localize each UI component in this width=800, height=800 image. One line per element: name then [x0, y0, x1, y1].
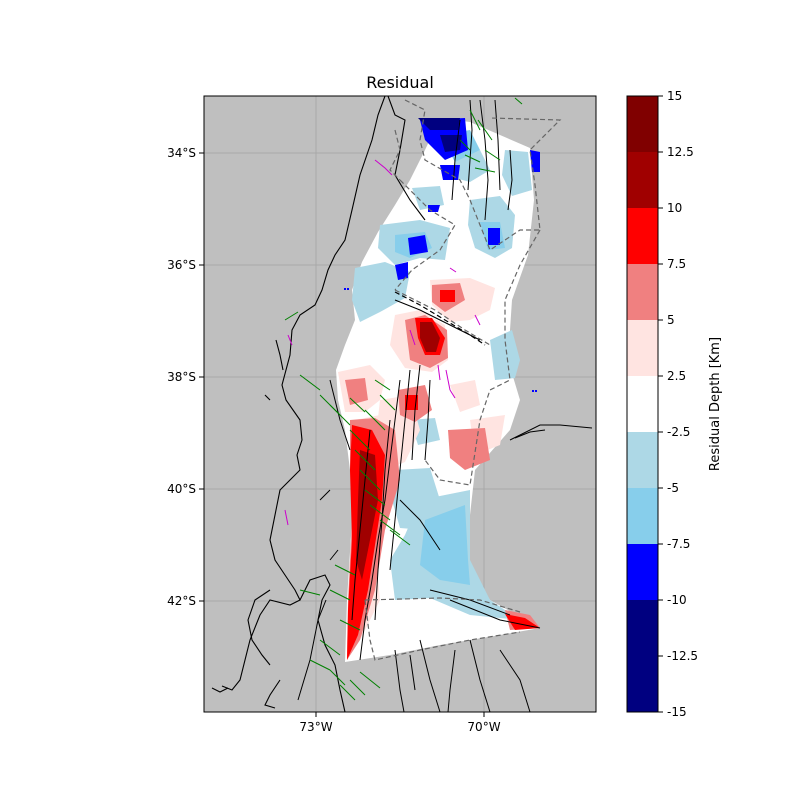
magenta-lines [284, 159, 481, 526]
colorbar-frame [626, 95, 659, 713]
colorbar-band [627, 600, 658, 656]
colorbar-tick-label: 15 [667, 89, 682, 103]
map-frame [203, 95, 597, 713]
faults-green [284, 97, 523, 701]
colorbar-band [627, 152, 658, 208]
colorbar: 15 12.5 10 7.5 5 2.5 -2.5 -5 -7.5 -10 -1… [626, 89, 723, 719]
colorbar-tick-label: -2.5 [667, 425, 690, 439]
y-tick-label: 42°S [167, 594, 196, 608]
faults-black [297, 99, 593, 712]
colorbar-tick-label: -15 [667, 705, 687, 719]
colorbar-tick-label: -10 [667, 593, 687, 607]
colorbar-band [627, 208, 658, 264]
y-axis: 34°S 36°S 38°S 40°S 42°S [167, 146, 204, 608]
colorbar-tick-label: -7.5 [667, 537, 690, 551]
y-tick-label: 40°S [167, 482, 196, 496]
colorbar-band [627, 432, 658, 488]
blue-dots [344, 288, 537, 392]
x-tick-label: 70°W [467, 720, 500, 734]
colorbar-band [627, 656, 658, 712]
map-title: Residual [366, 73, 434, 92]
colorbar-tick-label: 10 [667, 201, 682, 215]
y-tick-label: 36°S [167, 258, 196, 272]
x-axis: 73°W 70°W [299, 712, 501, 734]
y-tick-label: 38°S [167, 370, 196, 384]
colorbar-tick-label: 5 [667, 313, 675, 327]
y-tick-label: 34°S [167, 146, 196, 160]
boundary-dashed-black [394, 291, 486, 346]
colorbar-band [627, 544, 658, 600]
boundaries-dashed [364, 99, 562, 661]
colorbar-tick-label: 7.5 [667, 257, 686, 271]
colorbar-tick-label: -5 [667, 481, 679, 495]
colorbar-band [627, 376, 658, 432]
colorbar-label: Residual Depth [Km] [708, 337, 723, 471]
colorbar-band [627, 320, 658, 376]
colorbar-tick-label: 12.5 [667, 145, 694, 159]
colorbar-tick-label: 2.5 [667, 369, 686, 383]
x-tick-label: 73°W [299, 720, 332, 734]
map-panel [204, 96, 596, 712]
colorbar-tick-label: -12.5 [667, 649, 698, 663]
colorbar-band [627, 264, 658, 320]
colorbar-tick-labels: 15 12.5 10 7.5 5 2.5 -2.5 -5 -7.5 -10 -1… [667, 89, 698, 719]
colorbar-band [627, 488, 658, 544]
colorbar-ticks [658, 95, 663, 713]
colorbar-band [627, 96, 658, 152]
